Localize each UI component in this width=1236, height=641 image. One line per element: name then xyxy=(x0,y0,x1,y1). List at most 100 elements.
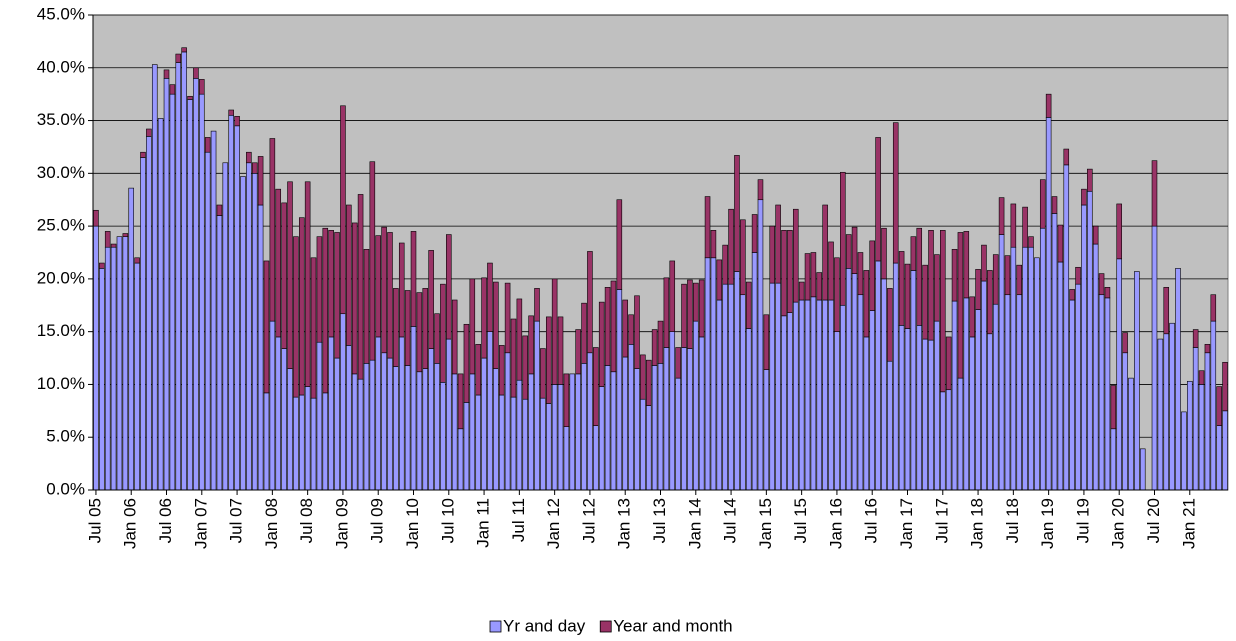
bar-segment xyxy=(1087,168,1093,192)
bar-segment xyxy=(181,47,187,53)
bar-segment xyxy=(540,397,546,491)
bar-segment xyxy=(310,257,317,399)
bar-segment xyxy=(1116,258,1122,491)
bar-segment xyxy=(693,320,699,491)
bar-segment xyxy=(1098,273,1105,296)
bar-segment xyxy=(298,394,305,491)
bar-segment xyxy=(1045,117,1052,491)
bar-segment xyxy=(487,331,493,491)
bar-segment xyxy=(375,235,381,338)
bar-segment xyxy=(1122,352,1128,491)
bar-segment xyxy=(816,299,823,491)
bar-segment xyxy=(1063,164,1070,491)
bar-segment xyxy=(922,264,928,340)
x-tick-label: Jan 09 xyxy=(332,498,351,549)
bar-segment xyxy=(240,176,246,491)
bar-segment xyxy=(122,236,129,491)
bar-segment xyxy=(751,252,758,491)
bar-segment xyxy=(1069,289,1075,301)
bar-segment xyxy=(610,280,617,373)
bar-segment xyxy=(416,371,423,491)
bar-segment xyxy=(1222,361,1228,412)
bar-segment xyxy=(1116,203,1122,260)
bar-segment xyxy=(146,128,152,137)
bar-segment xyxy=(1039,179,1046,229)
bar-segment xyxy=(987,333,993,491)
bar-segment xyxy=(169,84,176,95)
bar-segment xyxy=(757,199,764,491)
x-tick-label: Jan 13 xyxy=(615,498,634,549)
bar-segment xyxy=(681,283,687,348)
bar-segment xyxy=(1139,448,1146,491)
bar-segment xyxy=(804,299,811,491)
bar-segment xyxy=(316,236,323,343)
y-tick-label: 45.0% xyxy=(37,4,85,23)
bar-segment xyxy=(628,314,634,345)
bar-segment xyxy=(1110,385,1117,430)
x-tick-label: Jul 05 xyxy=(85,498,104,543)
bar-segment xyxy=(810,296,817,491)
bar-segment xyxy=(563,373,570,427)
bar-segment xyxy=(663,347,670,491)
bar-segment xyxy=(798,281,805,301)
bar-segment xyxy=(422,368,429,491)
bar-segment xyxy=(787,230,793,313)
y-tick-label: 25.0% xyxy=(37,216,85,235)
bar-segment xyxy=(693,282,699,322)
bar-segment xyxy=(404,290,411,366)
x-tick-label: Jul 17 xyxy=(932,498,951,543)
x-tick-label: Jul 12 xyxy=(579,498,598,543)
bar-segment xyxy=(1192,329,1199,348)
bar-segment xyxy=(1051,196,1058,214)
bar-segment xyxy=(551,384,558,491)
bar-segment xyxy=(357,378,364,491)
bar-segment xyxy=(687,348,693,491)
bar-segment xyxy=(781,315,787,491)
bar-segment xyxy=(504,352,511,491)
x-tick-label: Jul 16 xyxy=(862,498,881,543)
bar-segment xyxy=(440,382,446,491)
bar-segment xyxy=(404,365,411,491)
bar-segment xyxy=(916,227,923,326)
bar-segment xyxy=(981,244,987,282)
bar-segment xyxy=(304,181,311,387)
bar-segment xyxy=(228,109,234,116)
bar-segment xyxy=(298,217,305,396)
bar-segment xyxy=(204,137,211,153)
bar-segment xyxy=(975,309,981,491)
bar-segment xyxy=(169,93,176,491)
bar-segment xyxy=(969,336,975,491)
bar-segment xyxy=(740,294,746,491)
bar-segment xyxy=(975,269,981,310)
bar-segment xyxy=(945,389,952,491)
bar-segment xyxy=(281,348,287,491)
bar-segment xyxy=(716,299,723,491)
bar-segment xyxy=(1022,246,1028,491)
bar-segment xyxy=(334,232,340,359)
y-tick-label: 30.0% xyxy=(37,163,85,182)
bar-segment xyxy=(1134,271,1140,491)
bar-segment xyxy=(528,315,534,375)
bar-segment xyxy=(634,368,640,491)
bar-segment xyxy=(369,359,376,491)
bar-segment xyxy=(757,179,764,201)
bar-segment xyxy=(446,234,452,340)
bar-segment xyxy=(210,130,217,491)
bar-segment xyxy=(598,301,605,387)
bar-segment xyxy=(1092,225,1099,245)
bar-segment xyxy=(898,251,905,326)
bar-segment xyxy=(516,298,523,381)
bar-segment xyxy=(740,219,746,296)
bar-segment xyxy=(275,336,282,491)
bar-segment xyxy=(1151,160,1158,227)
bar-segment xyxy=(322,392,329,491)
bar-segment xyxy=(657,320,664,364)
bar-segment xyxy=(822,204,828,301)
bar-segment xyxy=(828,299,834,491)
bar-segment xyxy=(816,272,823,301)
bar-segment xyxy=(798,299,805,491)
bar-segment xyxy=(1004,294,1011,491)
bar-segment xyxy=(251,173,258,491)
bar-segment xyxy=(575,329,581,375)
bar-segment xyxy=(246,151,252,164)
